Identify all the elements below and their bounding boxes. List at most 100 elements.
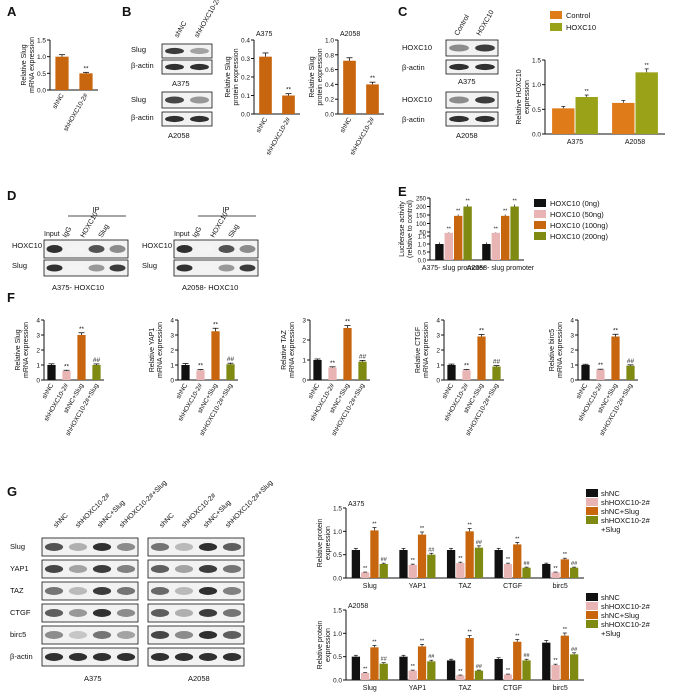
significance-label-G2: ** [506,668,511,674]
blot-caption-a375: A375- HOXC10 [52,283,104,292]
legend-label-e: HOXC10 (100ng) [550,221,608,230]
legend-label-e: HOXC10 (0ng) [550,199,600,208]
blot-g-a375-1-band [92,565,112,573]
bar-G2 [465,638,474,680]
legend-swatch-e [534,221,546,229]
y-tick-label-e: 0.5 [418,251,427,257]
blot-row-label-taz: TAZ [10,586,24,595]
bar-G2 [408,670,417,680]
blot-cell-label-a375: A375 [458,77,476,86]
legend-swatch-g1 [586,516,598,524]
significance-label-G1: ## [571,561,578,567]
x-tick-label-e: A375- slug promoter [422,265,486,272]
significance-label-G1: ** [553,566,558,572]
bar-G2 [351,656,361,680]
blot-g-a375-2 [41,581,139,601]
bar-G1 [379,564,388,578]
blot-b-a2058-slug-band [190,96,209,104]
blot-d-a375-hoxc10 [43,239,129,259]
bar-G2 [542,642,551,680]
blot-g-a2058-1-band [174,565,194,573]
y-axis-label-B1: protein expression [233,48,240,105]
blot-d-a2058-hoxc10 [173,239,259,259]
y-axis-label-C: expression [524,80,531,114]
panel-letter-b: B [122,4,131,19]
blot-g-a375-0-band [68,543,88,551]
y-tick-label-F4: 1 [436,363,440,370]
significance-label-F3: ## [359,353,367,360]
y-tick-label-G1: 1.5 [333,506,342,513]
blot-d-a375-slug [43,259,129,277]
blot-g-a375-0 [41,537,139,557]
blot-g-a2058-3-band [222,609,242,617]
bar-G2 [399,656,408,680]
y-tick-label-B1: 0.4 [241,38,250,45]
blot-c-a375-actin-band [449,63,469,71]
y-tick-label-B1: 0.2 [241,75,250,82]
significance-label-A: ** [83,65,89,72]
bar-G1 [522,567,531,578]
blot-g-a375-4-band [92,631,112,639]
blot-b-a375-slug-band [165,47,184,55]
blot-caption-g-a2058: A2058 [188,674,210,683]
bar-G2 [494,659,503,680]
blot-d-a2058-hoxc10-band [176,245,193,253]
y-axis-label-G1: expression [325,526,332,560]
y-tick-label-B1: 0.1 [241,93,250,100]
y-tick-label-F2: 3 [170,333,174,340]
significance-label-G1: ** [506,557,511,563]
significance-label-F1: ## [93,357,101,364]
bar-F5 [611,336,620,380]
x-tick-label-e: A2058- slug promoter [467,265,535,272]
blot-g-a2058-1-band [222,565,242,573]
x-tick-label-B1: shHOXC10-2# [265,116,292,156]
blot-g-a375-0-band [116,543,136,551]
y-axis-label-G2: expression [325,628,332,662]
bar-G1 [542,564,551,578]
bar-G1 [456,563,465,578]
legend-swatch-g2 [586,593,598,601]
lane-label-hoxc10: HOXC10 [80,211,100,239]
legend-label-g2: shHOXC10-2# [601,602,651,611]
bar-G2 [361,673,370,680]
bar-F5 [626,365,635,380]
bar-B2 [366,84,379,114]
bar-F5 [581,365,590,380]
blot-g-a375-5-band [68,653,88,661]
x-tick-label-F5: shNC [575,382,589,400]
panel-letter-e: E [398,184,407,199]
y-tick-label-e: 100 [416,222,427,228]
bar-G1 [474,547,484,578]
y-tick-label-F4: 4 [436,318,440,325]
y-tick-label-F4: 2 [436,348,440,355]
bar-G2 [446,660,456,680]
y-tick-label-F1: 1 [36,363,40,370]
bar-G2 [427,661,436,680]
panel-letter-f: F [7,290,15,305]
lane-label-control: Control [454,14,472,37]
lane-label-shnc: shNC [174,20,189,39]
bar-C [552,108,575,134]
chart-title-B1: A375 [256,31,272,38]
x-tick-label-G2: Slug [363,685,377,692]
bar-F1 [92,365,101,380]
blot-row-label-actin: β-actin [131,61,154,70]
y-tick-label-G2: 1.5 [333,608,342,615]
blot-g-a2058-2-band [198,587,218,595]
significance-label-F4: ** [464,363,470,370]
y-axis-label-A: mRNA expression [29,37,36,93]
blot-g-a2058-1 [147,559,245,579]
blot-g-a375-4-band [44,631,64,639]
x-tick-label-F4: shNC [441,382,455,400]
blot-g-a375-3 [41,603,139,623]
bar-A [79,73,93,90]
blot-g-a2058-4-band [222,631,242,639]
blot-b-a375-actin [161,59,213,75]
y-tick-label-C: 0.5 [532,107,541,114]
blot-b-a2058-actin-band [190,115,209,123]
blot-d-a375-hoxc10-band [46,245,63,253]
bar-C [612,102,635,134]
blot-b-a2058-actin-band [165,115,184,123]
bar-F4 [447,365,456,380]
